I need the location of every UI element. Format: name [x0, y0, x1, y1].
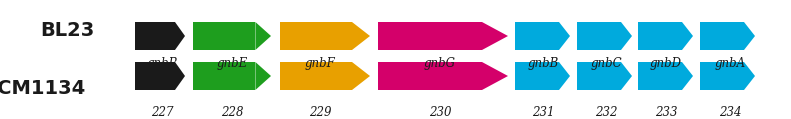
Polygon shape — [638, 62, 682, 90]
Text: 229: 229 — [308, 106, 331, 119]
Text: gnbA: gnbA — [714, 57, 746, 69]
Polygon shape — [135, 22, 175, 50]
Polygon shape — [482, 62, 508, 90]
Text: 233: 233 — [655, 106, 677, 119]
Polygon shape — [193, 22, 255, 50]
Polygon shape — [621, 62, 632, 90]
Polygon shape — [559, 22, 570, 50]
Polygon shape — [255, 22, 271, 50]
Text: 227: 227 — [151, 106, 173, 119]
Text: 230: 230 — [429, 106, 451, 119]
Polygon shape — [175, 22, 185, 50]
Text: 232: 232 — [595, 106, 617, 119]
Text: gnbF: gnbF — [305, 57, 335, 69]
Text: JCM1134: JCM1134 — [0, 79, 85, 99]
Text: BL23: BL23 — [41, 22, 95, 40]
Polygon shape — [559, 62, 570, 90]
Polygon shape — [682, 22, 693, 50]
Polygon shape — [482, 22, 508, 50]
Polygon shape — [175, 62, 185, 90]
Polygon shape — [621, 22, 632, 50]
Polygon shape — [378, 62, 482, 90]
Polygon shape — [744, 22, 755, 50]
Polygon shape — [280, 22, 352, 50]
Polygon shape — [515, 62, 559, 90]
Polygon shape — [515, 22, 559, 50]
Text: gnbC: gnbC — [590, 57, 622, 69]
Polygon shape — [193, 62, 255, 90]
Polygon shape — [682, 62, 693, 90]
Polygon shape — [280, 62, 352, 90]
Polygon shape — [378, 22, 482, 50]
Text: 228: 228 — [221, 106, 244, 119]
Text: gnbE: gnbE — [217, 57, 248, 69]
Text: gnbR: gnbR — [146, 57, 178, 69]
Polygon shape — [577, 22, 621, 50]
Text: 231: 231 — [532, 106, 554, 119]
Polygon shape — [352, 62, 370, 90]
Text: 234: 234 — [719, 106, 741, 119]
Text: gnbB: gnbB — [528, 57, 558, 69]
Polygon shape — [638, 22, 682, 50]
Polygon shape — [700, 22, 744, 50]
Polygon shape — [577, 62, 621, 90]
Polygon shape — [352, 22, 370, 50]
Text: gnbG: gnbG — [424, 57, 456, 69]
Polygon shape — [135, 62, 175, 90]
Polygon shape — [700, 62, 744, 90]
Polygon shape — [744, 62, 755, 90]
Text: gnbD: gnbD — [650, 57, 682, 69]
Polygon shape — [255, 62, 271, 90]
